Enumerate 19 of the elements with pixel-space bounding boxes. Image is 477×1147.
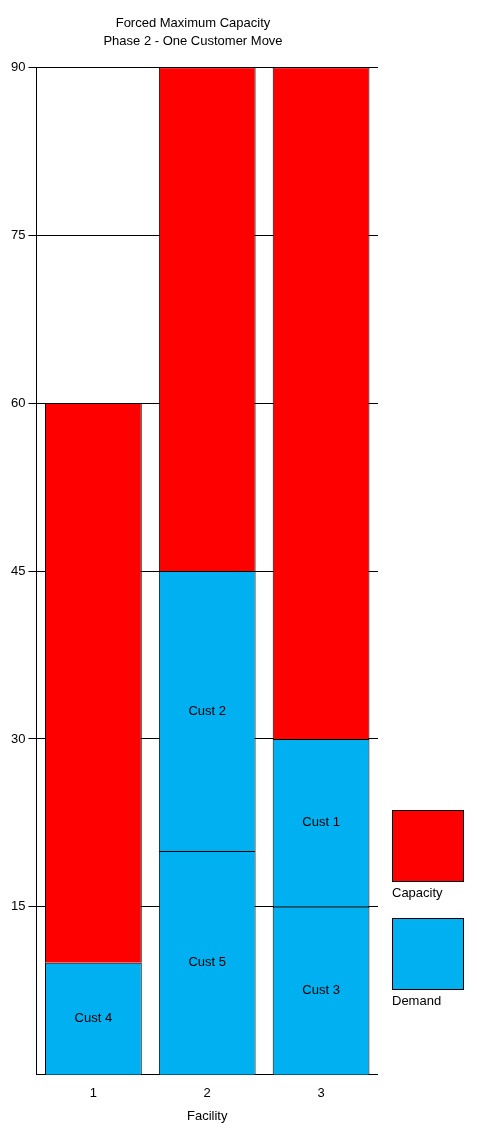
y-tick-label: 60 [10, 394, 26, 410]
data-label: Cust 4 [74, 1010, 113, 1026]
y-tick-label: 45 [10, 562, 26, 578]
x-tick-label: 3 [317, 1085, 325, 1101]
y-tick-label: 90 [10, 58, 26, 74]
y-tick-label: 30 [10, 730, 26, 746]
series-label: Demand [392, 993, 442, 1008]
x-tick-label: 2 [203, 1085, 211, 1101]
x-axis-title: Facility [187, 1107, 228, 1123]
y-tick-label: 15 [10, 898, 26, 914]
x-tick-label: 1 [89, 1085, 97, 1101]
data-label: Cust 5 [188, 954, 227, 970]
chart-title: Forced Maximum Capacity [115, 15, 271, 31]
chart-subtitle: Phase 2 - One Customer Move [103, 32, 283, 48]
data-label: Cust 1 [302, 814, 340, 830]
data-label: Cust 2 [188, 702, 227, 718]
y-tick-label: 75 [10, 226, 26, 242]
data-label: Cust 3 [302, 982, 340, 998]
text: Capacity [392, 885, 443, 900]
